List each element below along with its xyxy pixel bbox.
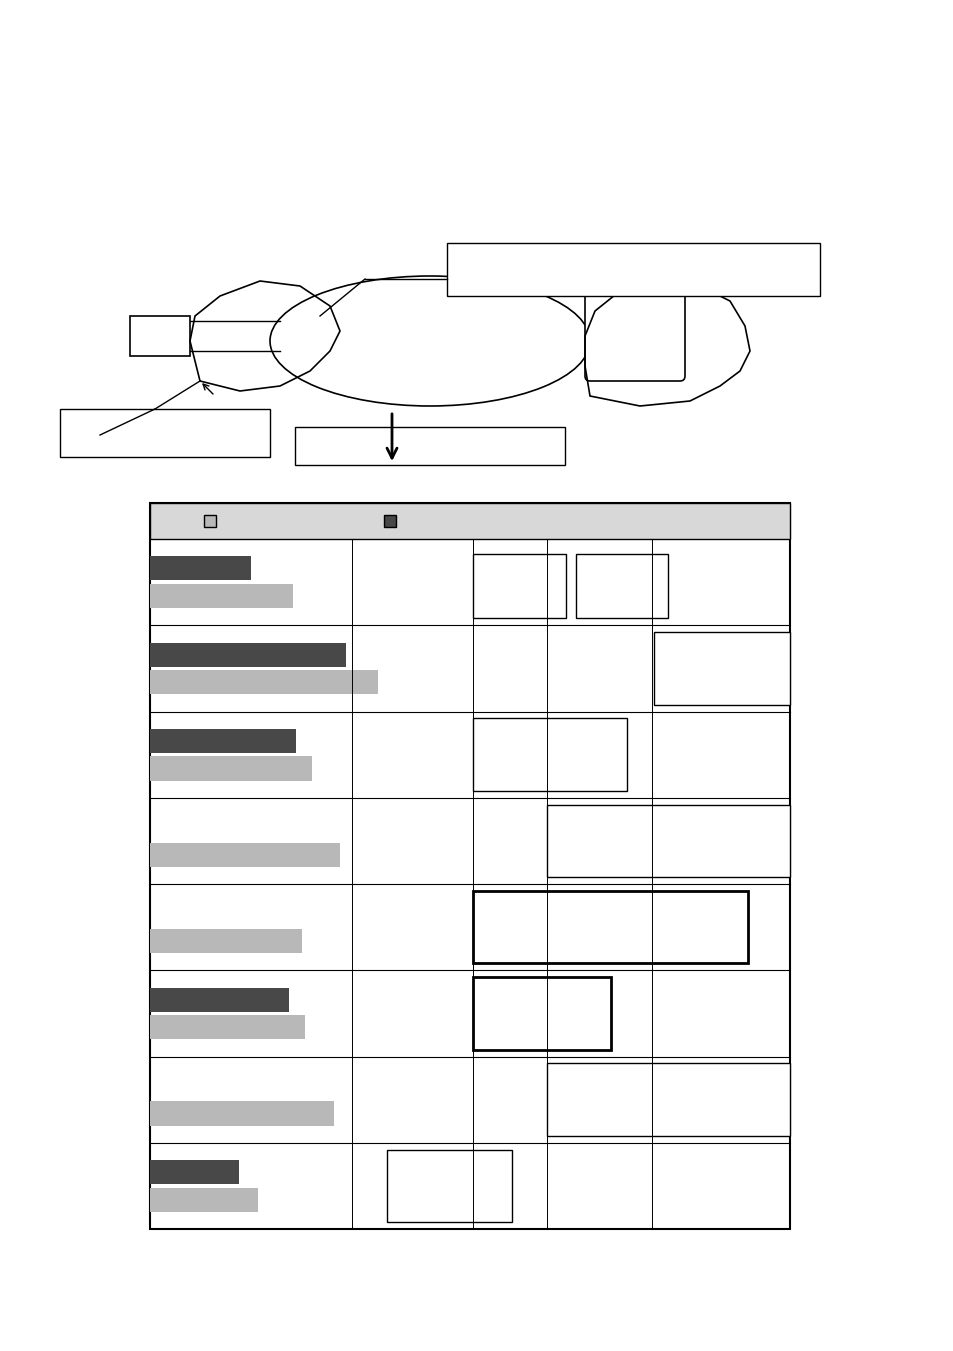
- FancyBboxPatch shape: [150, 1188, 257, 1212]
- FancyBboxPatch shape: [546, 805, 789, 877]
- FancyBboxPatch shape: [150, 843, 339, 867]
- FancyBboxPatch shape: [150, 584, 293, 608]
- FancyBboxPatch shape: [150, 757, 312, 781]
- FancyBboxPatch shape: [386, 1150, 511, 1223]
- FancyBboxPatch shape: [150, 988, 289, 1012]
- FancyBboxPatch shape: [654, 632, 789, 705]
- FancyBboxPatch shape: [150, 503, 789, 1229]
- FancyBboxPatch shape: [584, 290, 684, 381]
- FancyBboxPatch shape: [473, 554, 565, 619]
- FancyBboxPatch shape: [150, 1101, 334, 1125]
- FancyBboxPatch shape: [150, 503, 789, 539]
- FancyBboxPatch shape: [150, 670, 377, 694]
- FancyBboxPatch shape: [130, 316, 190, 357]
- FancyBboxPatch shape: [447, 243, 820, 296]
- FancyBboxPatch shape: [150, 557, 251, 581]
- FancyBboxPatch shape: [150, 728, 295, 753]
- FancyBboxPatch shape: [473, 977, 610, 1050]
- FancyBboxPatch shape: [60, 409, 270, 457]
- FancyBboxPatch shape: [150, 643, 346, 666]
- Ellipse shape: [270, 276, 589, 407]
- FancyBboxPatch shape: [150, 929, 302, 952]
- FancyBboxPatch shape: [546, 1063, 789, 1136]
- FancyBboxPatch shape: [294, 427, 564, 465]
- FancyBboxPatch shape: [473, 890, 747, 963]
- FancyBboxPatch shape: [150, 1015, 305, 1039]
- FancyBboxPatch shape: [473, 719, 626, 790]
- FancyBboxPatch shape: [150, 1161, 238, 1183]
- FancyBboxPatch shape: [204, 515, 216, 527]
- FancyBboxPatch shape: [383, 515, 395, 527]
- FancyBboxPatch shape: [575, 554, 668, 619]
